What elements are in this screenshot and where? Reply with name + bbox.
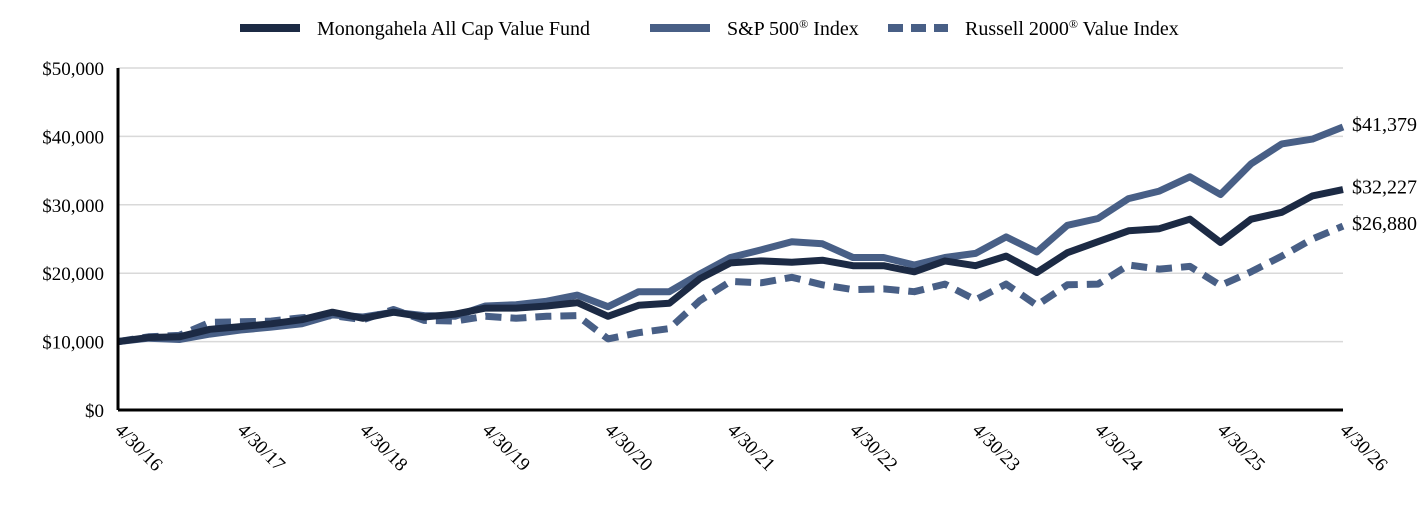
y-tick-label: $50,000 (42, 59, 104, 80)
x-tick-label: 4/30/23 (968, 420, 1024, 476)
legend-item-russell: Russell 2000® Value Index (888, 17, 1179, 40)
x-tick-label: 4/30/20 (600, 420, 656, 476)
y-tick-label: $0 (85, 401, 104, 422)
end-label-russell: $26,880 (1352, 213, 1417, 235)
gridlines (118, 67, 1343, 343)
x-tick-label: 4/30/24 (1090, 420, 1146, 476)
x-tick-label: 4/30/17 (233, 420, 289, 476)
x-tick-label: 4/30/18 (355, 420, 411, 476)
x-tick-label: 4/30/26 (1335, 420, 1391, 476)
end-label-fund: $32,227 (1352, 177, 1417, 199)
series-line-sp500 (117, 123, 1345, 346)
y-tick-label: $20,000 (42, 264, 104, 285)
legend-item-sp500: S&P 500® Index (650, 17, 859, 40)
legend-label-sp500: S&P 500® Index (727, 17, 859, 40)
y-tick-label: $40,000 (42, 127, 104, 148)
x-tick-label: 4/30/19 (478, 420, 534, 476)
legend-label-russell: Russell 2000® Value Index (965, 17, 1179, 40)
legend-item-fund: Monongahela All Cap Value Fund (240, 18, 590, 40)
y-axis-tick-labels: $0 $10,000 $20,000 $30,000 $40,000 $50,000 (42, 59, 104, 422)
x-tick-label: 4/30/25 (1213, 420, 1269, 476)
x-tick-label: 4/30/22 (845, 420, 901, 476)
legend: Monongahela All Cap Value Fund S&P 500® … (240, 17, 1179, 40)
y-tick-label: $10,000 (42, 333, 104, 354)
x-tick-label: 4/30/21 (723, 420, 779, 476)
x-tick-label: 4/30/16 (110, 420, 166, 476)
series-line-fund (117, 186, 1344, 346)
x-axis-tick-labels: 4/30/16 4/30/17 4/30/18 4/30/19 4/30/20 4/30/… (110, 420, 1391, 476)
end-value-labels: $32,227 $41,379 $26,880 (1352, 114, 1417, 235)
series-lines (117, 123, 1345, 346)
legend-label-fund: Monongahela All Cap Value Fund (317, 18, 590, 40)
end-label-sp500: $41,379 (1352, 114, 1417, 136)
y-tick-label: $30,000 (42, 196, 104, 217)
